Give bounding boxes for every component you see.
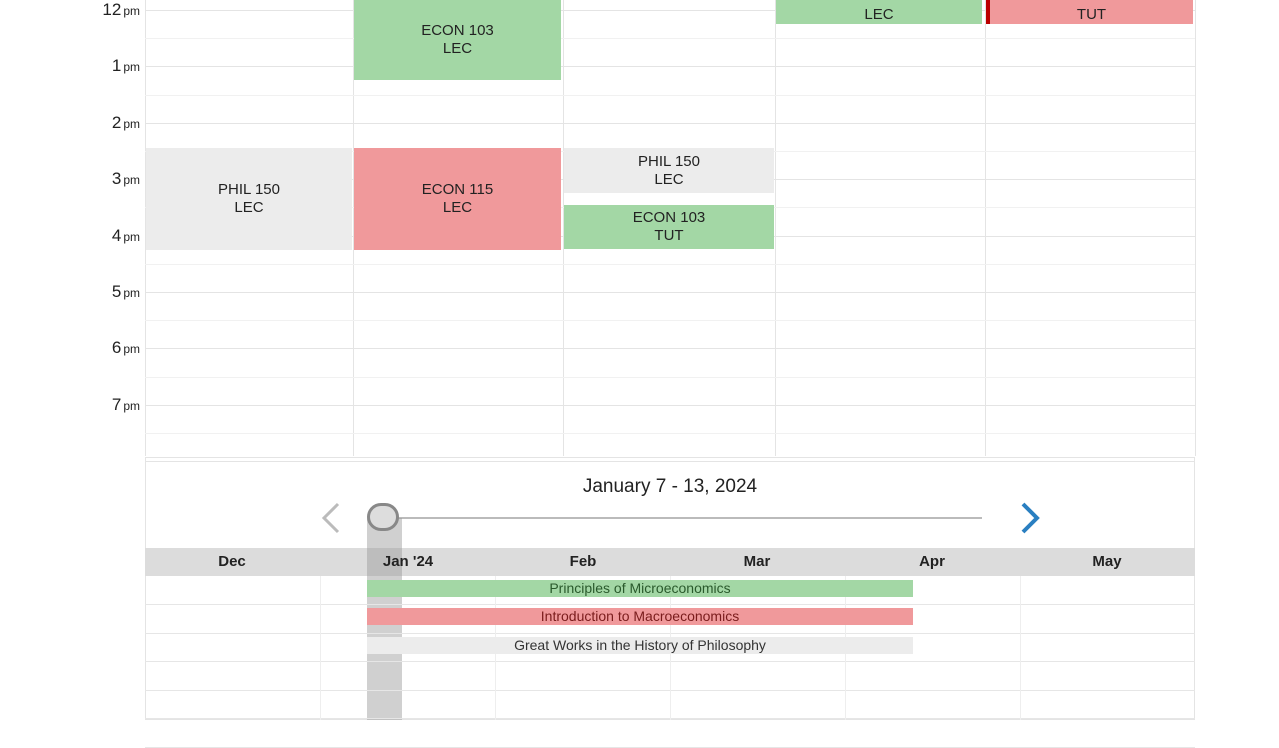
grid-line <box>145 38 1195 40</box>
event-phil150-lec[interactable]: PHIL 150 LEC <box>564 148 774 193</box>
month-label: Dec <box>218 553 246 570</box>
event-type: LEC <box>442 40 473 57</box>
hour-label: 6 pm <box>60 338 140 358</box>
hour-number: 3 <box>111 169 122 189</box>
grid-line <box>145 404 1195 406</box>
course-bar-macroeconomics[interactable]: Introduction to Macroeconomics <box>367 608 913 625</box>
grid-line <box>145 122 1195 124</box>
hour-label: 12 pm <box>60 0 140 20</box>
hour-number: 1 <box>111 56 122 76</box>
timeline-row-line <box>145 746 1195 748</box>
grid-line <box>145 320 1195 322</box>
event-econ103-tut[interactable]: ECON 103 TUT <box>564 205 774 249</box>
chevron-left-icon <box>321 502 340 534</box>
hour-ampm: pm <box>123 60 140 75</box>
hour-ampm: pm <box>123 173 140 188</box>
hour-number: 2 <box>111 112 122 132</box>
timeline-col-line <box>1020 576 1021 720</box>
event-type: LEC <box>864 6 894 23</box>
hour-ampm: pm <box>123 4 140 18</box>
hour-number: 7 <box>111 394 122 414</box>
hour-number: 12 <box>102 0 122 19</box>
hour-ampm: pm <box>123 286 140 300</box>
grid-line <box>145 0 146 456</box>
event-course: ECON 103 <box>421 22 494 39</box>
hour-label: 2 pm <box>60 113 140 133</box>
event-type: LEC <box>654 170 684 188</box>
month-label: May <box>1092 553 1122 570</box>
event-econ115-lec[interactable]: ECON 115 LEC <box>354 148 561 250</box>
event-type: LEC <box>442 199 473 216</box>
hour-number: 6 <box>111 338 122 358</box>
hour-ampm: pm <box>123 342 140 357</box>
next-week-button[interactable] <box>1017 500 1043 536</box>
event-lec[interactable]: LEC <box>776 0 982 24</box>
hour-label: 4 pm <box>60 226 140 246</box>
course-bar-philosophy[interactable]: Great Works in the History of Philosophy <box>367 637 913 654</box>
grid-line <box>985 0 986 456</box>
event-type: TUT <box>654 227 684 244</box>
month-label: Apr <box>919 553 945 570</box>
grid-line <box>145 376 1195 378</box>
grid-line <box>563 0 564 456</box>
hour-ampm: pm <box>123 229 140 244</box>
grid-line <box>145 348 1195 350</box>
month-label: Jan '24 <box>382 553 434 570</box>
grid-line <box>353 0 354 456</box>
event-course: ECON 115 <box>421 181 494 198</box>
slider-track[interactable] <box>384 517 982 519</box>
prev-week-button[interactable] <box>318 500 344 536</box>
slider-handle[interactable] <box>367 503 399 531</box>
grid-line <box>775 0 776 456</box>
hour-number: 5 <box>111 282 122 301</box>
event-econ103-lec[interactable]: ECON 103 LEC <box>354 0 561 80</box>
event-type: LEC <box>234 199 264 216</box>
chevron-right-icon <box>1021 502 1040 534</box>
hour-number: 4 <box>111 225 122 245</box>
event-course: ECON 103 <box>632 209 706 226</box>
month-label: Feb <box>569 553 597 570</box>
hour-label: 1 pm <box>60 56 140 76</box>
timeline-col-line <box>320 576 321 720</box>
hour-label: 7 pm <box>60 395 140 415</box>
hour-label: 3 pm <box>60 169 140 189</box>
hour-ampm: pm <box>123 398 140 413</box>
grid-line <box>145 292 1195 293</box>
event-course: PHIL 150 <box>638 152 700 170</box>
month-label: Mar <box>743 553 771 570</box>
hour-label: 5 pm <box>60 282 140 302</box>
hour-ampm: pm <box>123 116 140 131</box>
grid-line <box>1195 0 1196 456</box>
event-tut[interactable]: TUT <box>986 0 1193 24</box>
grid-line <box>145 66 1195 68</box>
grid-line <box>145 10 1195 11</box>
timeline-header <box>145 548 1195 576</box>
event-phil150-lec[interactable]: PHIL 150 LEC <box>146 148 352 250</box>
course-bar-microeconomics[interactable]: Principles of Microeconomics <box>367 580 913 597</box>
range-title: January 7 - 13, 2024 <box>582 476 758 497</box>
grid-line <box>145 263 1195 265</box>
grid-line <box>145 433 1195 434</box>
grid-line <box>145 461 1195 463</box>
event-course: PHIL 150 <box>218 181 280 198</box>
event-type: TUT <box>1076 6 1107 23</box>
grid-line <box>145 94 1195 96</box>
